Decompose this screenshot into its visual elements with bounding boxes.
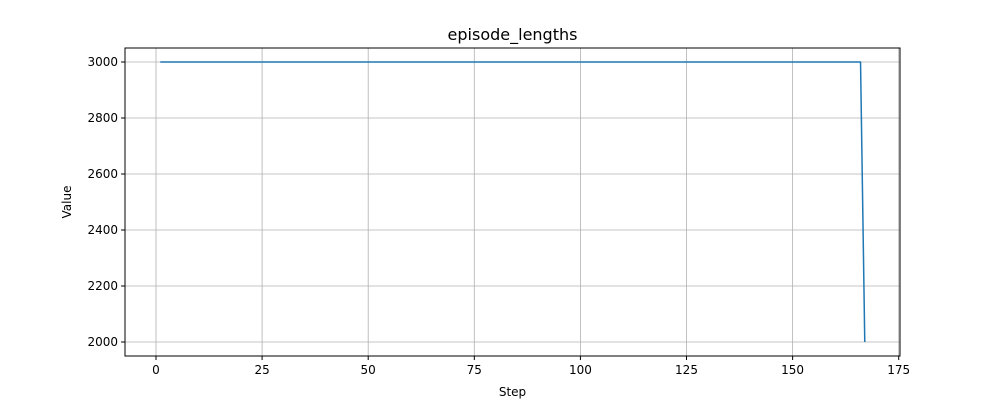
x-tick-label: 75 — [467, 363, 482, 377]
x-tick-label: 25 — [254, 363, 269, 377]
y-tick-label: 2600 — [87, 167, 118, 181]
y-tick-label: 2000 — [87, 335, 118, 349]
series-layer — [160, 61, 866, 343]
plot-frame — [124, 47, 901, 357]
chart-title: episode_lengths — [448, 25, 578, 45]
x-tick-label: 50 — [361, 363, 376, 377]
series-line-0 — [160, 61, 866, 343]
x-tick-label: 125 — [675, 363, 698, 377]
x-tick-label: 100 — [569, 363, 592, 377]
y-tick-label: 3000 — [87, 55, 118, 69]
y-tick-label: 2400 — [87, 223, 118, 237]
ticks: 0 25 50 75 100 125 150 175 2000 2200 2400 2600 2800 3… — [87, 55, 910, 377]
y-tick-label: 2200 — [87, 279, 118, 293]
y-axis-label: Value — [60, 186, 74, 219]
x-tick-label: 175 — [887, 363, 910, 377]
x-tick-label: 150 — [781, 363, 804, 377]
y-tick-label: 2800 — [87, 111, 118, 125]
x-tick-label: 0 — [152, 363, 160, 377]
x-axis-label: Step — [499, 385, 526, 399]
